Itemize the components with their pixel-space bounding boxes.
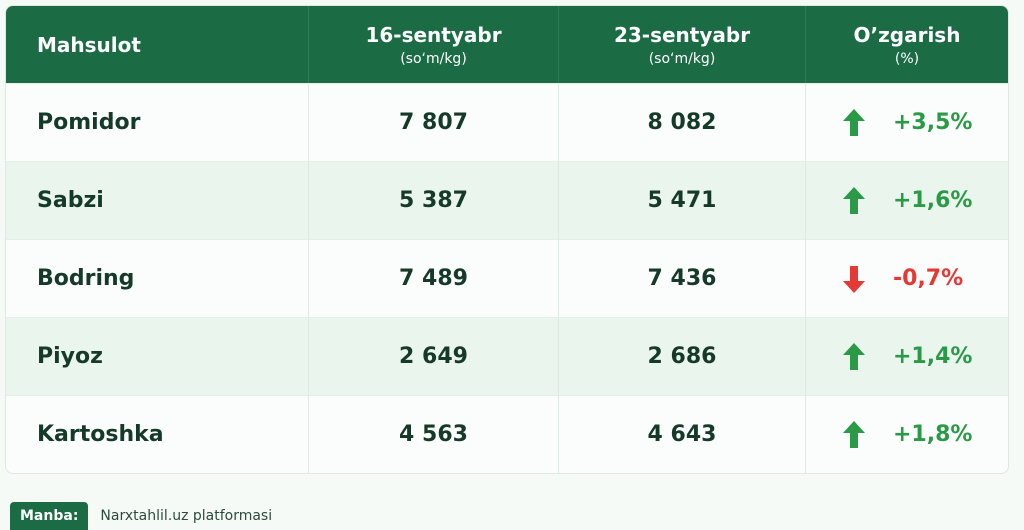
table-cell: 2 649 (309, 317, 559, 395)
price-value: 7 436 (647, 266, 717, 291)
arrow-shape (843, 342, 865, 370)
table-cell: 2 686 (559, 317, 806, 395)
table-cell: -0,7% (806, 239, 1008, 317)
product-name: Bodring (37, 266, 135, 291)
table-cell: 4 643 (559, 395, 806, 473)
arrow-up (843, 186, 865, 214)
change-value: +1,6% (893, 188, 973, 213)
table-cell: Piyoz (6, 317, 309, 395)
header-unit: (so‘m/kg) (400, 50, 467, 67)
table-cell: Pomidor (6, 83, 309, 161)
table-cell: +3,5% (806, 83, 1008, 161)
change-value: +3,5% (893, 110, 973, 135)
table-cell: 8 082 (559, 83, 806, 161)
arrow-shape (843, 265, 865, 293)
arrow-up (843, 342, 865, 370)
price-value: 7 807 (399, 110, 468, 135)
arrow-down (843, 265, 865, 293)
product-name: Sabzi (37, 188, 104, 213)
price-value: 2 649 (399, 344, 468, 369)
price-value: 7 489 (399, 266, 468, 291)
table-cell: 7 489 (309, 239, 559, 317)
change-value: +1,8% (893, 422, 973, 447)
table-cell: +1,8% (806, 395, 1008, 473)
header-unit: (so‘m/kg) (648, 50, 716, 67)
price-table: Mahsulot 16-sentyabr (so‘m/kg) 23-sentyabr (… (5, 5, 1009, 474)
price-value: 5 471 (647, 188, 717, 213)
change-value: +1,4% (893, 344, 973, 369)
table-cell: +1,4% (806, 317, 1008, 395)
header-cell: Mahsulot (6, 6, 309, 83)
table-cell: 4 563 (309, 395, 559, 473)
arrow-up (843, 420, 865, 448)
price-value: 4 643 (647, 422, 717, 447)
table-cell: +1,6% (806, 161, 1008, 239)
table-cell: Kartoshka (6, 395, 309, 473)
arrow-up (843, 108, 865, 136)
price-value: 8 082 (647, 110, 717, 135)
header-title: 23-sentyabr (613, 22, 751, 47)
source-text: Narxtahlil.uz platformasi (100, 508, 273, 524)
table-cell: 5 387 (309, 161, 559, 239)
source-label: Manba: (10, 502, 89, 530)
header-title: O’zgarish (853, 22, 961, 47)
change-value: -0,7% (893, 266, 964, 291)
table-cell: Bodring (6, 239, 309, 317)
arrow-shape (843, 420, 865, 448)
table-cell: 7 807 (309, 83, 559, 161)
price-value: 2 686 (647, 344, 717, 369)
product-name: Pomidor (37, 110, 141, 135)
arrow-shape (843, 108, 865, 136)
arrow-shape (843, 186, 865, 214)
header-cell: 23-sentyabr (so‘m/kg) (559, 6, 806, 83)
header-title: 16-sentyabr (365, 22, 502, 47)
header-cell: O’zgarish (%) (806, 6, 1008, 83)
header-title: Mahsulot (37, 32, 141, 57)
product-name: Piyoz (37, 344, 103, 369)
product-name: Kartoshka (37, 422, 164, 447)
price-value: 5 387 (399, 188, 468, 213)
table-cell: 5 471 (559, 161, 806, 239)
table-cell: 7 436 (559, 239, 806, 317)
footer: Manba: Narxtahlil.uz platformasi (10, 502, 272, 530)
table-cell: Sabzi (6, 161, 309, 239)
price-value: 4 563 (399, 422, 468, 447)
header-unit: (%) (894, 50, 920, 67)
header-cell: 16-sentyabr (so‘m/kg) (309, 6, 559, 83)
